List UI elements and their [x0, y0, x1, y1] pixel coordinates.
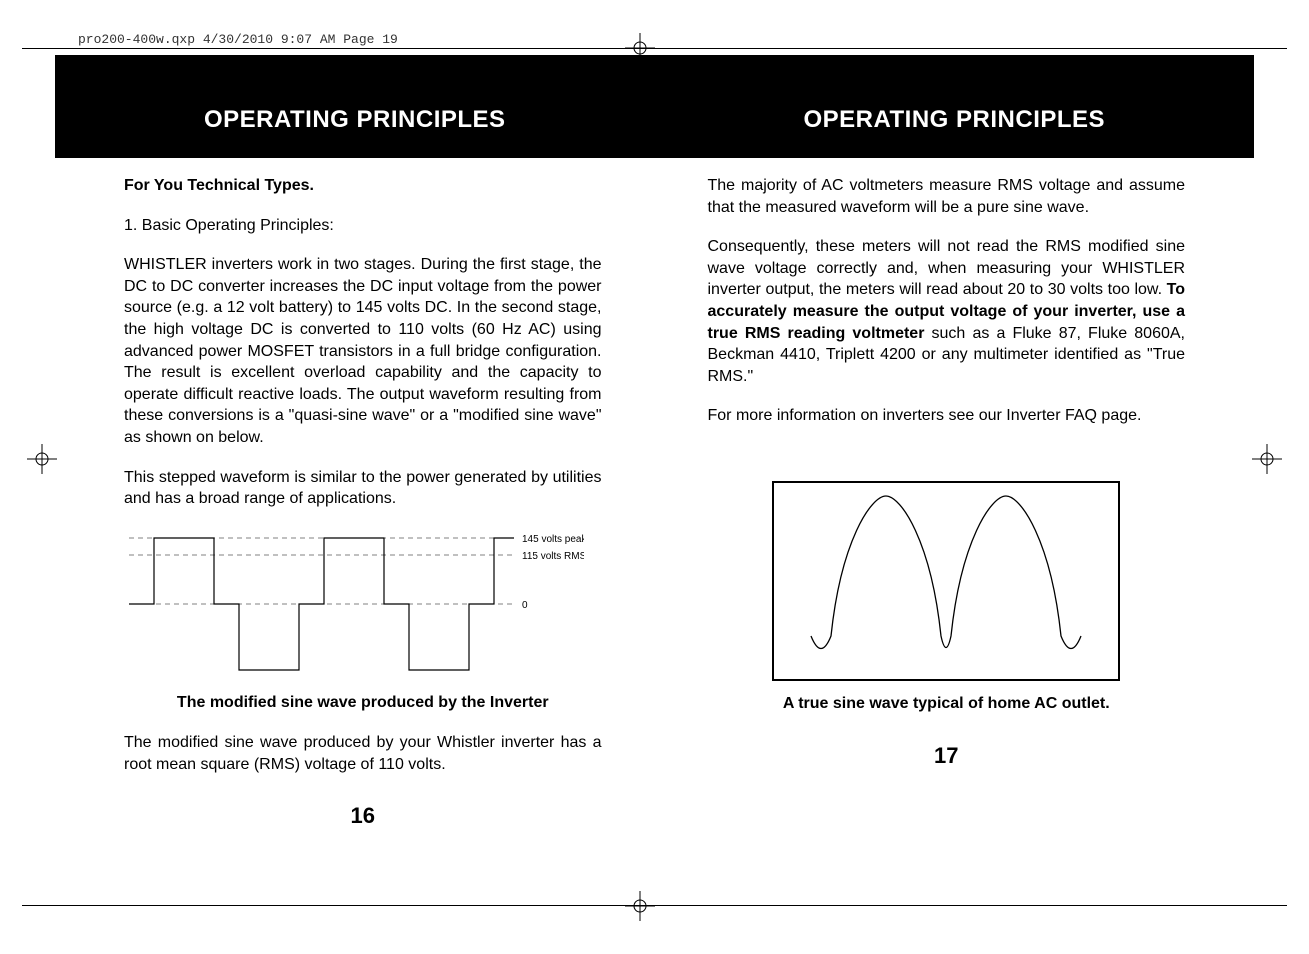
figure-caption: A true sine wave typical of home AC outl… — [708, 693, 1186, 715]
body-paragraph: For more information on inverters see ou… — [708, 405, 1186, 427]
crop-mark-icon — [625, 891, 655, 921]
header-title-right: OPERATING PRINCIPLES — [655, 55, 1255, 158]
body-paragraph: WHISTLER inverters work in two stages. D… — [124, 254, 602, 448]
list-item-label: 1. Basic Operating Principles: — [124, 215, 602, 237]
chart-label-peak: 145 volts peak — [522, 534, 584, 545]
section-heading: For You Technical Types. — [124, 175, 602, 197]
header-title-left: OPERATING PRINCIPLES — [55, 55, 655, 158]
left-column: For You Technical Types. 1. Basic Operat… — [124, 175, 602, 849]
chart-label-zero: 0 — [522, 600, 528, 611]
body-paragraph: The modified sine wave produced by your … — [124, 732, 602, 775]
page-number: 17 — [708, 741, 1186, 771]
figure-caption: The modified sine wave produced by the I… — [124, 692, 602, 714]
chart-label-rms: 115 volts RMS — [522, 551, 584, 562]
body-paragraph: This stepped waveform is similar to the … — [124, 467, 602, 510]
body-paragraph: Consequently, these meters will not read… — [708, 236, 1186, 387]
text-span: Consequently, these meters will not read… — [708, 238, 1186, 298]
page-header-band: OPERATING PRINCIPLES OPERATING PRINCIPLE… — [55, 55, 1254, 158]
crop-mark-icon — [1252, 444, 1282, 474]
page-number: 16 — [124, 801, 602, 831]
true-sine-wave-figure — [708, 481, 1186, 681]
right-column: The majority of AC voltmeters measure RM… — [708, 175, 1186, 849]
document-meta-header: pro200-400w.qxp 4/30/2010 9:07 AM Page 1… — [78, 32, 398, 47]
crop-mark-icon — [27, 444, 57, 474]
body-paragraph: The majority of AC voltmeters measure RM… — [708, 175, 1186, 218]
sine-wave-box — [772, 481, 1120, 681]
modified-sine-wave-figure: 145 volts peak 115 volts RMS 0 — [124, 528, 602, 685]
content-area: For You Technical Types. 1. Basic Operat… — [124, 175, 1185, 849]
